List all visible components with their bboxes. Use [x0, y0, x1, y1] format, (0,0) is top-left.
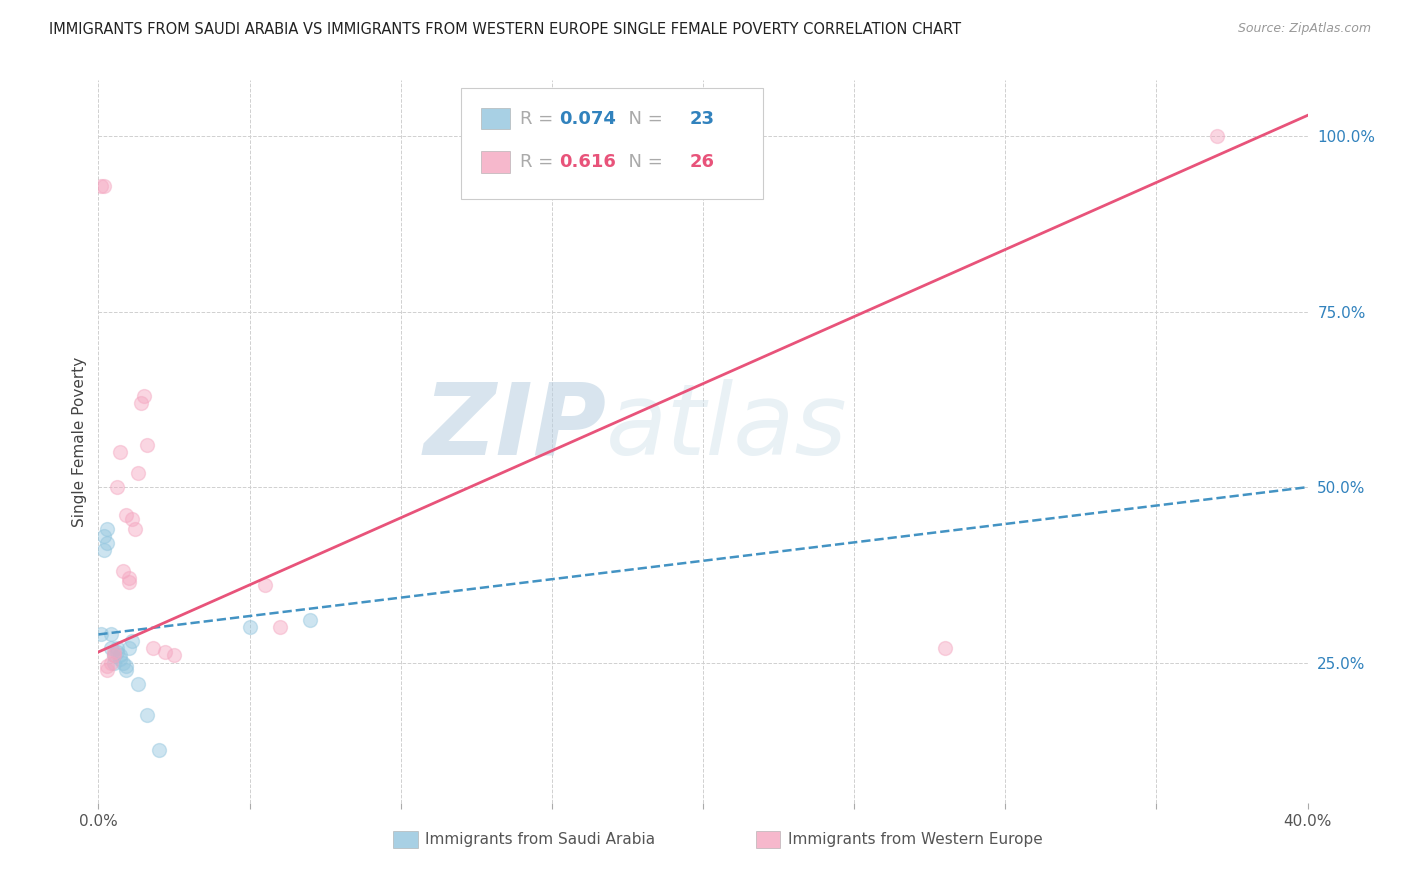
Point: [100, 656, 122, 670]
Point: [96, 663, 118, 677]
Point: [108, 648, 131, 663]
Point: [132, 389, 155, 403]
Point: [108, 652, 131, 666]
Text: Immigrants from Western Europe: Immigrants from Western Europe: [787, 832, 1042, 847]
Point: [163, 648, 186, 663]
Text: Immigrants from Saudi Arabia: Immigrants from Saudi Arabia: [425, 832, 655, 847]
Text: R =: R =: [520, 110, 560, 128]
Point: [114, 508, 136, 523]
Text: 26: 26: [690, 153, 714, 171]
Point: [118, 641, 141, 656]
Point: [93, 178, 115, 193]
Point: [93, 529, 115, 543]
Point: [253, 578, 276, 592]
Point: [148, 743, 170, 757]
Point: [111, 656, 134, 670]
Point: [118, 571, 141, 585]
Point: [100, 627, 122, 641]
Point: [1206, 129, 1229, 144]
Point: [124, 522, 146, 536]
Point: [100, 641, 122, 656]
Point: [103, 648, 125, 663]
Point: [118, 574, 141, 589]
Point: [121, 512, 143, 526]
Point: [90, 178, 112, 193]
Text: IMMIGRANTS FROM SAUDI ARABIA VS IMMIGRANTS FROM WESTERN EUROPE SINGLE FEMALE POV: IMMIGRANTS FROM SAUDI ARABIA VS IMMIGRAN…: [49, 22, 962, 37]
FancyBboxPatch shape: [394, 831, 418, 848]
Point: [96, 659, 118, 673]
Point: [105, 480, 128, 494]
Point: [142, 641, 165, 656]
Text: 0.074: 0.074: [560, 110, 616, 128]
Point: [105, 645, 128, 659]
Point: [96, 536, 118, 550]
Point: [135, 708, 157, 723]
Point: [96, 522, 118, 536]
Point: [114, 663, 136, 677]
Point: [127, 466, 149, 480]
Point: [129, 396, 152, 410]
Point: [103, 656, 125, 670]
Text: atlas: atlas: [606, 378, 848, 475]
Text: Source: ZipAtlas.com: Source: ZipAtlas.com: [1237, 22, 1371, 36]
Point: [127, 676, 149, 690]
Point: [108, 445, 131, 459]
FancyBboxPatch shape: [481, 108, 509, 129]
Text: 23: 23: [690, 110, 714, 128]
Point: [93, 543, 115, 558]
Point: [114, 659, 136, 673]
Point: [103, 645, 125, 659]
Text: ZIP: ZIP: [423, 378, 606, 475]
Point: [121, 634, 143, 648]
Text: N =: N =: [617, 110, 669, 128]
Point: [103, 648, 125, 663]
Point: [934, 641, 956, 656]
Y-axis label: Single Female Poverty: Single Female Poverty: [72, 357, 87, 526]
Point: [153, 645, 176, 659]
Point: [90, 627, 112, 641]
Point: [105, 641, 128, 656]
Point: [239, 620, 262, 634]
Text: N =: N =: [617, 153, 669, 171]
FancyBboxPatch shape: [481, 151, 509, 173]
Text: R =: R =: [520, 153, 560, 171]
FancyBboxPatch shape: [461, 87, 763, 200]
Point: [269, 620, 291, 634]
FancyBboxPatch shape: [756, 831, 780, 848]
Text: 0.616: 0.616: [560, 153, 616, 171]
Point: [111, 564, 134, 578]
Point: [135, 438, 157, 452]
Point: [299, 614, 322, 628]
